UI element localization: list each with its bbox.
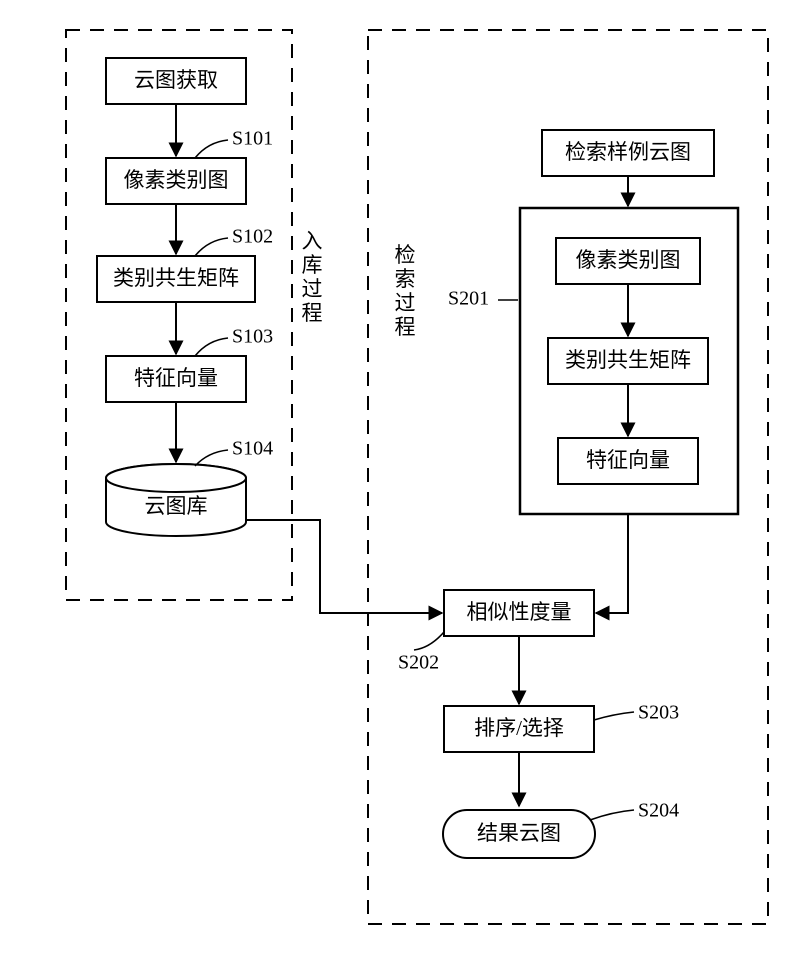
svg-text:特征向量: 特征向量 xyxy=(586,448,670,472)
box-right-comatrix: 类别共生矩阵 xyxy=(548,338,708,384)
box-left-comatrix: 类别共生矩阵 xyxy=(97,256,255,302)
db-cylinder: 云图库 xyxy=(106,464,246,536)
box-sort: 排序/选择 xyxy=(444,706,594,752)
svg-text:云图库: 云图库 xyxy=(145,494,208,518)
tag-s202: S202 xyxy=(398,652,439,674)
svg-text:检索样例云图: 检索样例云图 xyxy=(565,140,691,164)
svg-text:相似性度量: 相似性度量 xyxy=(467,600,572,624)
tag-s101: S101 xyxy=(232,128,273,150)
svg-text:类别共生矩阵: 类别共生矩阵 xyxy=(113,266,239,290)
left-side-label: 入 库 过 程 xyxy=(302,229,323,325)
lead-s102 xyxy=(195,238,228,256)
lead-s103 xyxy=(195,338,228,356)
arrow-db-to-sim xyxy=(246,520,442,613)
tag-s103: S103 xyxy=(232,326,273,348)
svg-text:库: 库 xyxy=(302,253,323,277)
box-query: 检索样例云图 xyxy=(542,130,714,176)
svg-text:结果云图: 结果云图 xyxy=(477,821,561,845)
box-left-feature: 特征向量 xyxy=(106,356,246,402)
box-right-pixelmap: 像素类别图 xyxy=(556,238,700,284)
svg-text:过: 过 xyxy=(395,291,416,315)
tag-s204: S204 xyxy=(638,800,679,822)
svg-text:特征向量: 特征向量 xyxy=(134,366,218,390)
svg-text:像素类别图: 像素类别图 xyxy=(124,168,229,192)
lead-s101 xyxy=(195,140,228,158)
svg-text:像素类别图: 像素类别图 xyxy=(576,248,681,272)
svg-text:云图获取: 云图获取 xyxy=(134,68,218,92)
svg-text:检: 检 xyxy=(395,243,416,267)
lead-s104 xyxy=(195,450,228,466)
svg-text:索: 索 xyxy=(395,267,416,291)
lead-s203 xyxy=(594,712,634,720)
arrow-inner-to-sim xyxy=(596,514,628,613)
tag-s201: S201 xyxy=(448,288,489,310)
svg-text:程: 程 xyxy=(395,315,416,339)
box-similarity: 相似性度量 xyxy=(444,590,594,636)
box-right-feature: 特征向量 xyxy=(558,438,698,484)
svg-text:排序/选择: 排序/选择 xyxy=(474,716,564,740)
tag-s104: S104 xyxy=(232,438,273,460)
tag-s203: S203 xyxy=(638,702,679,724)
result-capsule: 结果云图 xyxy=(443,810,595,858)
svg-text:程: 程 xyxy=(302,301,323,325)
box-left-pixelmap: 像素类别图 xyxy=(106,158,246,204)
lead-s204 xyxy=(590,810,634,820)
svg-text:入: 入 xyxy=(302,229,323,253)
right-side-label: 检 索 过 程 xyxy=(395,243,416,339)
svg-text:类别共生矩阵: 类别共生矩阵 xyxy=(565,348,691,372)
tag-s102: S102 xyxy=(232,226,273,248)
lead-s202 xyxy=(414,632,444,650)
box-acquire: 云图获取 xyxy=(106,58,246,104)
svg-text:过: 过 xyxy=(302,277,323,301)
